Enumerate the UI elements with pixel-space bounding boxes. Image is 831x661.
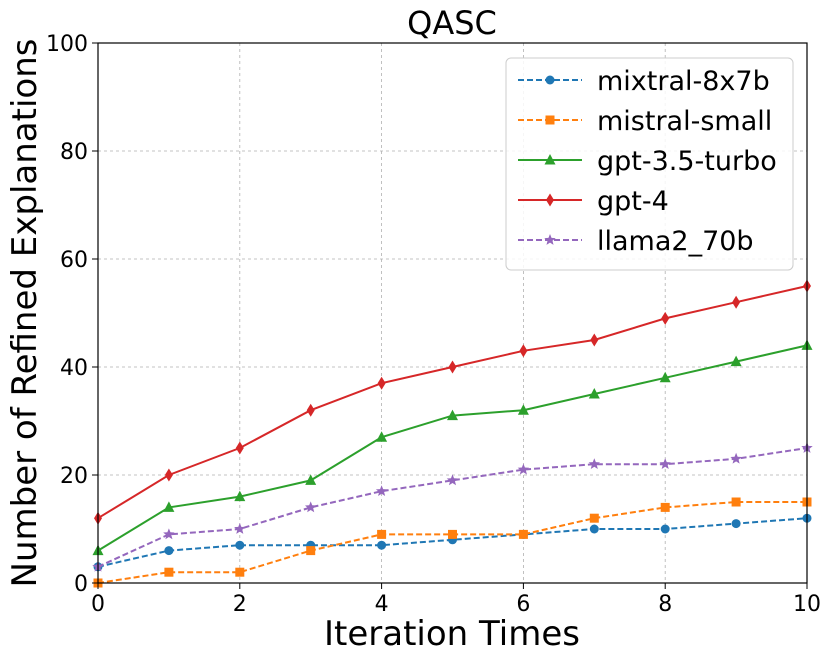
- data-point: [589, 524, 599, 534]
- data-point: [732, 295, 741, 309]
- y-tick-label: 60: [60, 248, 88, 273]
- chart-title: QASC: [407, 4, 497, 42]
- data-point: [590, 333, 599, 347]
- data-point: [448, 529, 457, 539]
- data-point: [517, 463, 530, 475]
- legend-label: llama2_70b: [597, 226, 754, 257]
- y-tick-label: 100: [46, 32, 88, 57]
- legend-marker: [544, 234, 556, 245]
- legend-entry: llama2_70b: [518, 226, 754, 257]
- legend-entry: gpt-3.5-turbo: [518, 146, 777, 177]
- data-point: [730, 452, 742, 464]
- y-tick-label: 80: [60, 140, 88, 165]
- legend-marker: [545, 115, 555, 125]
- y-tick-label: 40: [60, 356, 88, 381]
- legend-marker: [546, 193, 554, 207]
- legend-entry: mixtral-8x7b: [518, 66, 770, 97]
- x-tick-label: 0: [91, 592, 105, 617]
- legend-entry: gpt-4: [518, 186, 669, 217]
- data-point: [730, 355, 742, 367]
- series-lines: [92, 279, 813, 588]
- x-tick-label: 10: [793, 592, 821, 617]
- data-point: [235, 441, 244, 455]
- y-tick-label: 20: [60, 464, 88, 489]
- data-point: [447, 409, 458, 421]
- data-point: [448, 360, 457, 374]
- y-tick-label: 0: [74, 572, 88, 597]
- series-mixtral-8x7b: [93, 513, 812, 572]
- data-point: [234, 490, 246, 502]
- data-point: [377, 376, 386, 390]
- legend-label: gpt-4: [597, 186, 669, 217]
- data-point: [377, 540, 387, 550]
- x-axis-label: Iteration Times: [324, 614, 580, 654]
- data-point: [446, 474, 459, 486]
- y-axis-label: Number of Refined Explanations: [5, 39, 45, 588]
- plot-frame: [97, 42, 808, 584]
- x-tick-label: 8: [658, 592, 672, 617]
- data-point: [518, 529, 528, 539]
- data-point: [659, 371, 671, 383]
- data-point: [163, 528, 175, 540]
- data-point: [164, 546, 174, 556]
- legend-marker: [544, 154, 556, 165]
- data-point: [304, 501, 317, 513]
- data-point: [164, 468, 173, 482]
- data-point: [589, 513, 599, 523]
- legend-entry: mistral-small: [518, 106, 772, 137]
- data-point: [517, 404, 529, 415]
- series-line: [97, 447, 808, 568]
- series-gpt-4: [94, 279, 811, 525]
- data-point: [731, 519, 741, 529]
- data-point: [164, 567, 174, 577]
- legend: mixtral-8x7b mistral-small gpt-3.5-turbo gp…: [505, 57, 794, 271]
- data-point: [588, 388, 600, 399]
- data-point: [306, 403, 315, 417]
- data-point: [305, 474, 317, 485]
- data-point: [235, 540, 245, 550]
- data-point: [519, 344, 528, 358]
- data-point: [234, 523, 246, 534]
- data-point: [660, 524, 670, 534]
- data-point: [375, 485, 388, 497]
- data-point: [376, 431, 388, 442]
- legend-marker: [545, 75, 555, 85]
- legend-label: gpt-3.5-turbo: [597, 146, 777, 177]
- data-point: [659, 458, 671, 470]
- legend-label: mixtral-8x7b: [597, 66, 770, 97]
- data-point: [588, 458, 601, 470]
- data-point: [731, 497, 741, 507]
- x-tick-label: 4: [375, 592, 389, 617]
- legend-box: [505, 57, 794, 271]
- series-gpt-3.5-turbo: [92, 339, 813, 556]
- legend-items: mixtral-8x7b mistral-small gpt-3.5-turbo gp…: [518, 66, 777, 257]
- legend-label: mistral-small: [597, 106, 772, 137]
- x-tick-label: 2: [233, 592, 247, 617]
- data-point: [377, 529, 387, 539]
- x-tick-label: 6: [516, 592, 530, 617]
- data-point: [661, 311, 670, 325]
- data-point: [660, 502, 670, 512]
- data-point: [163, 501, 175, 512]
- data-point: [306, 546, 316, 556]
- data-point: [235, 567, 245, 577]
